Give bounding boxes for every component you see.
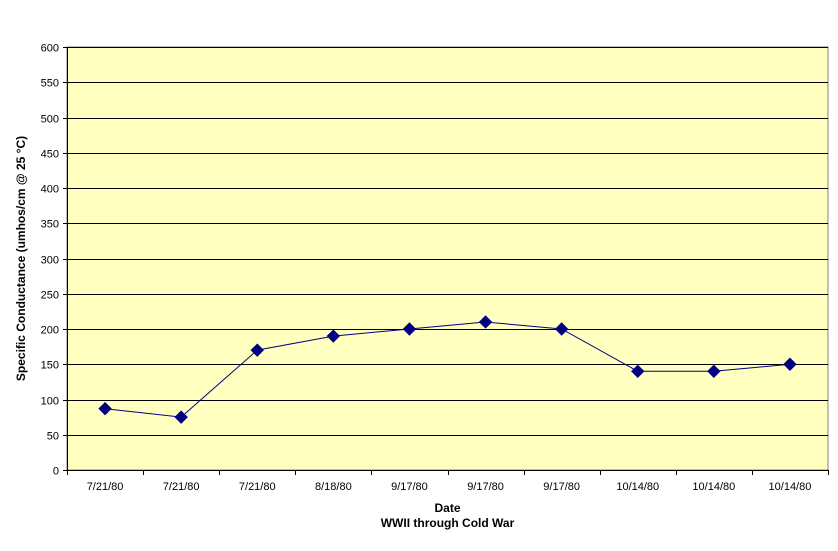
y-tick-label: 0 xyxy=(53,466,59,478)
data-point xyxy=(250,343,264,357)
data-series xyxy=(98,315,797,424)
data-point xyxy=(783,357,797,371)
data-point xyxy=(174,410,188,424)
x-tick-label: 10/14/80 xyxy=(769,481,812,493)
y-tick-label: 150 xyxy=(41,360,59,372)
y-tick-label: 500 xyxy=(41,114,59,126)
data-point xyxy=(478,315,493,329)
x-tick-labels: 7/21/80 7/21/80 7/21/80 8/18/80 9/17/80 9/17/… xyxy=(87,481,812,493)
y-tick-label: 250 xyxy=(41,290,59,302)
x-tick-label: 9/17/80 xyxy=(467,481,504,493)
x-tick-label: 9/17/80 xyxy=(543,481,580,493)
x-tick-label: 10/14/80 xyxy=(692,481,735,493)
data-point xyxy=(707,364,721,379)
y-tick-label: 550 xyxy=(41,78,59,90)
y-tick-label: 350 xyxy=(41,219,59,231)
x-tick-label: 7/21/80 xyxy=(239,481,276,493)
y-axis-title: Specific Conductance (umhos/cm @ 25 °C) xyxy=(14,136,28,381)
x-axis-title: Date xyxy=(434,501,460,515)
x-tick-label: 9/17/80 xyxy=(391,481,428,493)
data-point xyxy=(98,401,112,416)
data-point xyxy=(554,322,569,336)
gridlines xyxy=(67,47,828,436)
y-tick-label: 450 xyxy=(41,149,59,161)
y-tick-label: 600 xyxy=(41,43,59,55)
x-tick-label: 10/14/80 xyxy=(616,481,659,493)
y-tick-label: 400 xyxy=(41,184,59,196)
y-tick-label: 300 xyxy=(41,255,59,267)
data-point xyxy=(631,364,645,379)
y-tick-labels: 0 50 100 150 200 250 300 350 400 450 500 550 600 xyxy=(41,43,59,478)
data-point xyxy=(326,329,341,343)
plot-area xyxy=(66,46,829,471)
y-tick-label: 50 xyxy=(47,431,59,443)
data-point xyxy=(402,322,417,336)
x-tick-label: 7/21/80 xyxy=(163,481,200,493)
y-tick-label: 200 xyxy=(41,325,59,337)
axes xyxy=(63,47,829,475)
series-line xyxy=(104,321,790,418)
y-tick-label: 100 xyxy=(41,396,59,408)
x-tick-label: 7/21/80 xyxy=(87,481,124,493)
x-tick-label: 8/18/80 xyxy=(315,481,352,493)
x-axis-subtitle: WWII through Cold War xyxy=(381,516,515,530)
